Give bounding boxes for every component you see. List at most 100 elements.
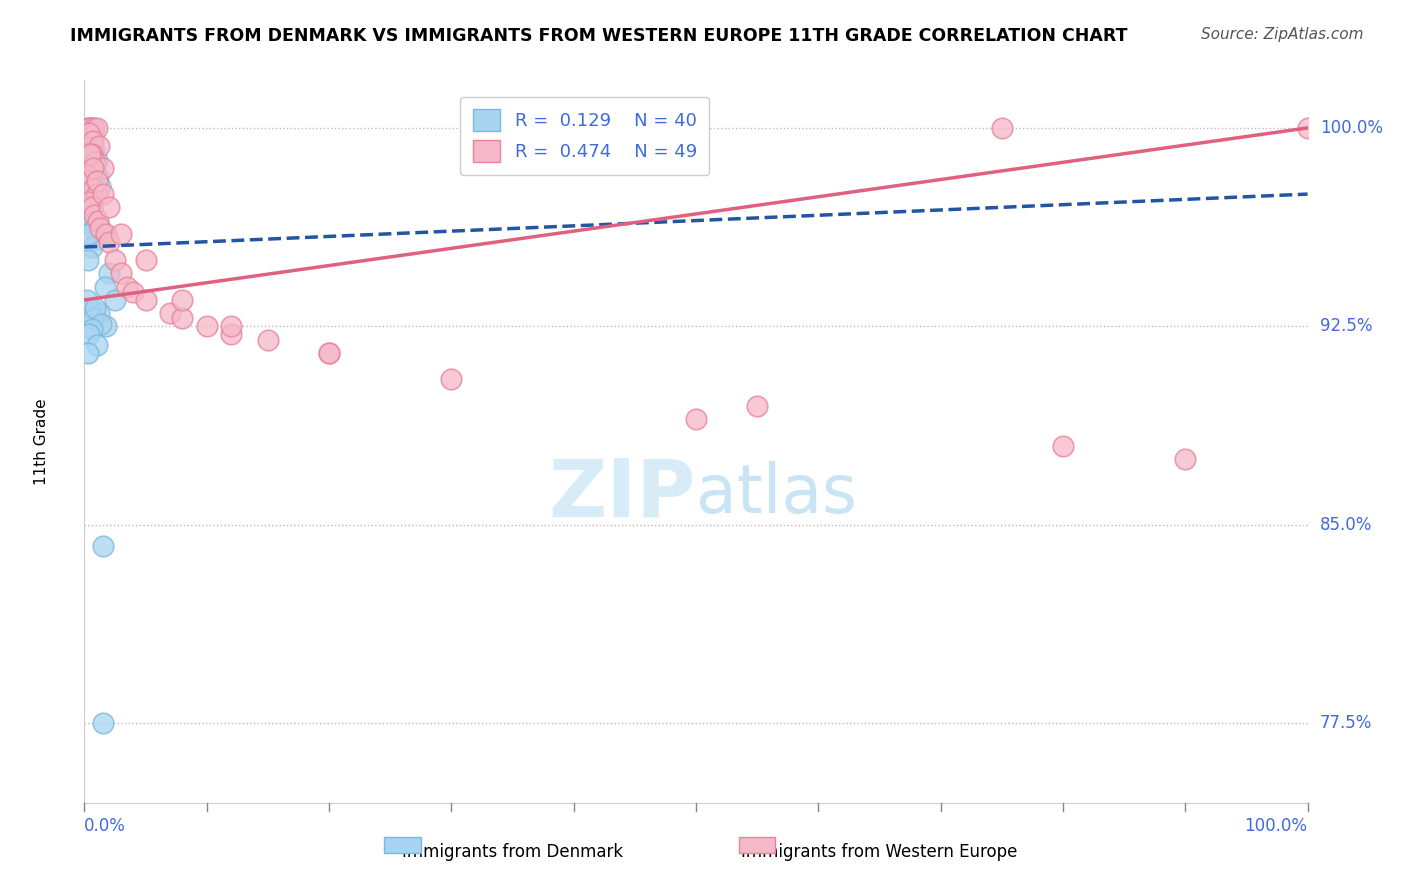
Point	[195, 319, 218, 334]
Point	[87, 213, 110, 227]
Point	[86, 232, 108, 246]
Point	[77, 227, 100, 241]
Text: 100.0%: 100.0%	[1320, 119, 1384, 136]
Point	[219, 319, 242, 334]
Point	[83, 142, 105, 156]
Point	[77, 253, 100, 268]
Point	[318, 346, 340, 360]
Text: Immigrants from Denmark: Immigrants from Denmark	[402, 843, 623, 861]
Point	[79, 301, 101, 315]
Point	[318, 346, 340, 360]
Point	[87, 306, 110, 320]
Point	[82, 182, 104, 196]
Point	[1174, 451, 1197, 466]
Text: 77.5%: 77.5%	[1320, 714, 1372, 732]
Point	[77, 126, 100, 140]
Point	[172, 293, 194, 307]
Point	[94, 279, 117, 293]
Point	[79, 120, 101, 135]
Text: 100.0%: 100.0%	[1244, 817, 1308, 835]
FancyBboxPatch shape	[738, 838, 776, 854]
Text: ZIP: ZIP	[548, 456, 696, 533]
Point	[80, 322, 103, 336]
Point	[135, 253, 157, 268]
Point	[77, 169, 100, 183]
Point	[86, 174, 108, 188]
Point	[77, 327, 100, 342]
Text: 92.5%: 92.5%	[1320, 318, 1372, 335]
Point	[257, 333, 280, 347]
Text: atlas: atlas	[696, 461, 856, 527]
Point	[89, 179, 111, 194]
Point	[79, 147, 101, 161]
Text: Immigrants from Western Europe: Immigrants from Western Europe	[741, 843, 1018, 861]
Point	[104, 293, 127, 307]
Point	[87, 139, 110, 153]
Point	[76, 147, 98, 161]
Point	[91, 716, 114, 731]
Point	[110, 267, 132, 281]
Text: 0.0%: 0.0%	[84, 817, 127, 835]
Text: IMMIGRANTS FROM DENMARK VS IMMIGRANTS FROM WESTERN EUROPE 11TH GRADE CORRELATION: IMMIGRANTS FROM DENMARK VS IMMIGRANTS FR…	[70, 27, 1128, 45]
Point	[82, 205, 104, 219]
Point	[77, 174, 100, 188]
Point	[84, 161, 107, 175]
Point	[122, 285, 145, 299]
Point	[79, 213, 101, 227]
Point	[76, 293, 98, 307]
Point	[685, 412, 707, 426]
Point	[77, 126, 100, 140]
Point	[80, 187, 103, 202]
Point	[83, 208, 105, 222]
Point	[96, 227, 118, 241]
Point	[79, 174, 101, 188]
Point	[91, 187, 114, 202]
Point	[90, 317, 112, 331]
Point	[86, 153, 108, 167]
Point	[159, 306, 181, 320]
Point	[86, 120, 108, 135]
Point	[89, 221, 111, 235]
Point	[76, 194, 98, 209]
Point	[82, 134, 104, 148]
Point	[172, 311, 194, 326]
Legend: R =  0.129    N = 40, R =  0.474    N = 49: R = 0.129 N = 40, R = 0.474 N = 49	[460, 96, 710, 175]
Point	[96, 319, 118, 334]
Point	[77, 346, 100, 360]
Point	[97, 235, 120, 249]
Point	[91, 539, 114, 553]
Point	[91, 161, 114, 175]
Point	[97, 267, 120, 281]
Point	[77, 194, 100, 209]
Point	[1052, 438, 1074, 452]
Point	[1296, 120, 1319, 135]
Point	[82, 161, 104, 175]
Point	[80, 147, 103, 161]
Point	[91, 227, 114, 241]
Point	[115, 279, 138, 293]
Point	[79, 120, 101, 135]
Point	[110, 227, 132, 241]
Point	[440, 372, 463, 386]
Point	[83, 221, 105, 235]
Point	[80, 134, 103, 148]
Point	[991, 120, 1014, 135]
Point	[77, 120, 100, 135]
Point	[86, 187, 108, 202]
Point	[104, 253, 127, 268]
Point	[84, 301, 107, 315]
Text: Source: ZipAtlas.com: Source: ZipAtlas.com	[1201, 27, 1364, 42]
Point	[86, 338, 108, 352]
Point	[77, 200, 100, 214]
Text: 11th Grade: 11th Grade	[34, 398, 49, 485]
Point	[77, 120, 100, 135]
Point	[80, 240, 103, 254]
Text: 85.0%: 85.0%	[1320, 516, 1372, 534]
Point	[135, 293, 157, 307]
Point	[84, 155, 107, 169]
Point	[83, 120, 105, 135]
Point	[87, 169, 110, 183]
Point	[77, 311, 100, 326]
Point	[97, 200, 120, 214]
Point	[82, 311, 104, 326]
